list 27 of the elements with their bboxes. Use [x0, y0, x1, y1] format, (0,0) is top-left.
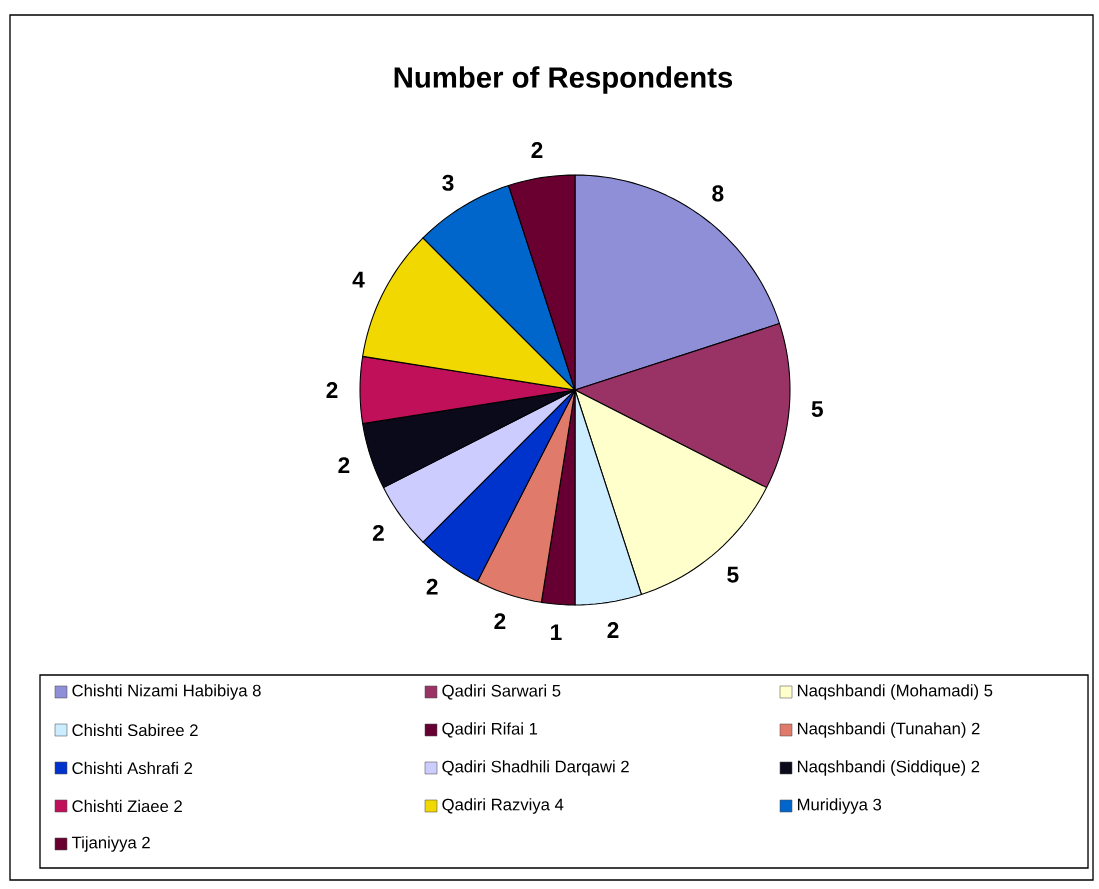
data-label: 2	[426, 578, 438, 595]
legend-label: Chishti Nizami Habibiya 8	[72, 684, 261, 700]
data-label: 1	[551, 624, 562, 641]
legend-label: Qadiri Rifai 1	[442, 722, 538, 738]
data-label: 2	[531, 142, 543, 158]
data-label: 2	[372, 524, 384, 541]
chart-title: Number of Respondents	[394, 66, 733, 94]
data-label: 2	[338, 457, 350, 473]
legend-label: Chishti Sabiree 2	[72, 723, 198, 737]
data-label: 5	[811, 401, 823, 417]
legend-label: Naqshbandi (Siddique) 2	[797, 760, 980, 776]
data-label: 5	[727, 566, 739, 583]
legend-label: Qadiri Shadhili Darqawi 2	[442, 760, 629, 776]
legend-label: Chishti Ashrafi 2	[72, 761, 193, 775]
legend-label: Naqshbandi (Mohamadi) 5	[797, 684, 993, 700]
data-label: 2	[326, 382, 338, 398]
legend-label: Naqshbandi (Tunahan) 2	[797, 722, 980, 738]
legend-label: Muridiyya 3	[797, 798, 882, 814]
data-label: 2	[607, 622, 619, 638]
data-label: 2	[494, 613, 506, 630]
legend-label: Chishti Ziaee 2	[72, 799, 182, 813]
legend-label: Qadiri Sarwari 5	[442, 684, 561, 700]
legend-label: Qadiri Razviya 4	[442, 798, 564, 814]
data-label: 3	[442, 174, 454, 191]
data-label: 8	[712, 185, 724, 202]
legend-label: Tijaniyya 2	[71, 836, 150, 852]
data-label: 4	[352, 271, 365, 288]
